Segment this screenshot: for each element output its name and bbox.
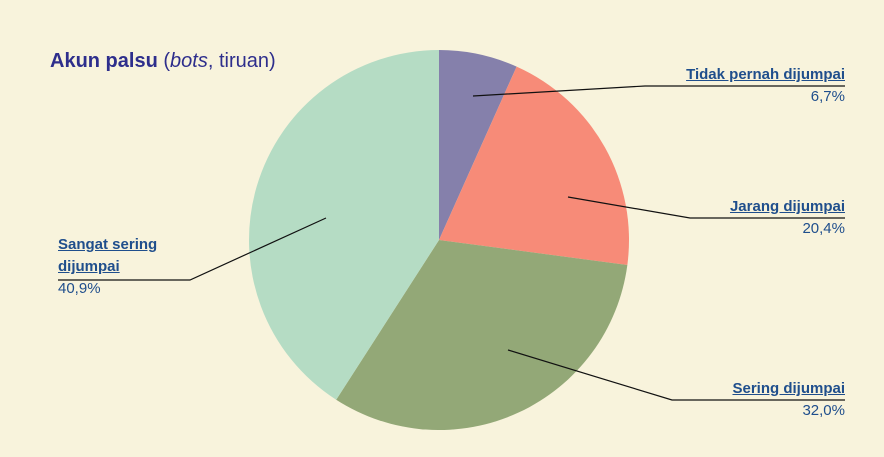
category-label: Tidak pernah dijumpai [686,66,845,83]
leader-line [58,217,327,281]
leader-line [507,349,845,401]
leader-line [472,85,845,97]
value-label: 32,0% [802,402,845,419]
value-label: 20,4% [802,220,845,237]
category-label: Jarang dijumpai [729,198,845,215]
pie-slice [439,50,517,240]
pie-slice [336,240,628,431]
category-label: Sangat sering dijumpai [58,236,158,275]
slice-label: Sering dijumpai 32,0% [732,378,845,422]
chart-title: Akun palsu (bots, tiruan) [50,50,276,73]
pie-slice [439,66,629,265]
title-part: ( [157,50,171,72]
leader-line [567,196,845,219]
title-part: Akun palsu [50,50,158,72]
category-label: Sering dijumpai [732,380,845,397]
slice-label: Sangat sering dijumpai 40,9% [58,234,193,300]
title-part: bots [170,50,208,72]
title-part: , tiruan) [207,50,276,72]
value-label: 6,7% [810,88,845,105]
value-label: 40,9% [58,280,101,297]
slice-label: Jarang dijumpai 20,4% [730,196,845,240]
pie-slice [248,50,439,400]
slice-label: Tidak pernah dijumpai 6,7% [686,64,845,108]
